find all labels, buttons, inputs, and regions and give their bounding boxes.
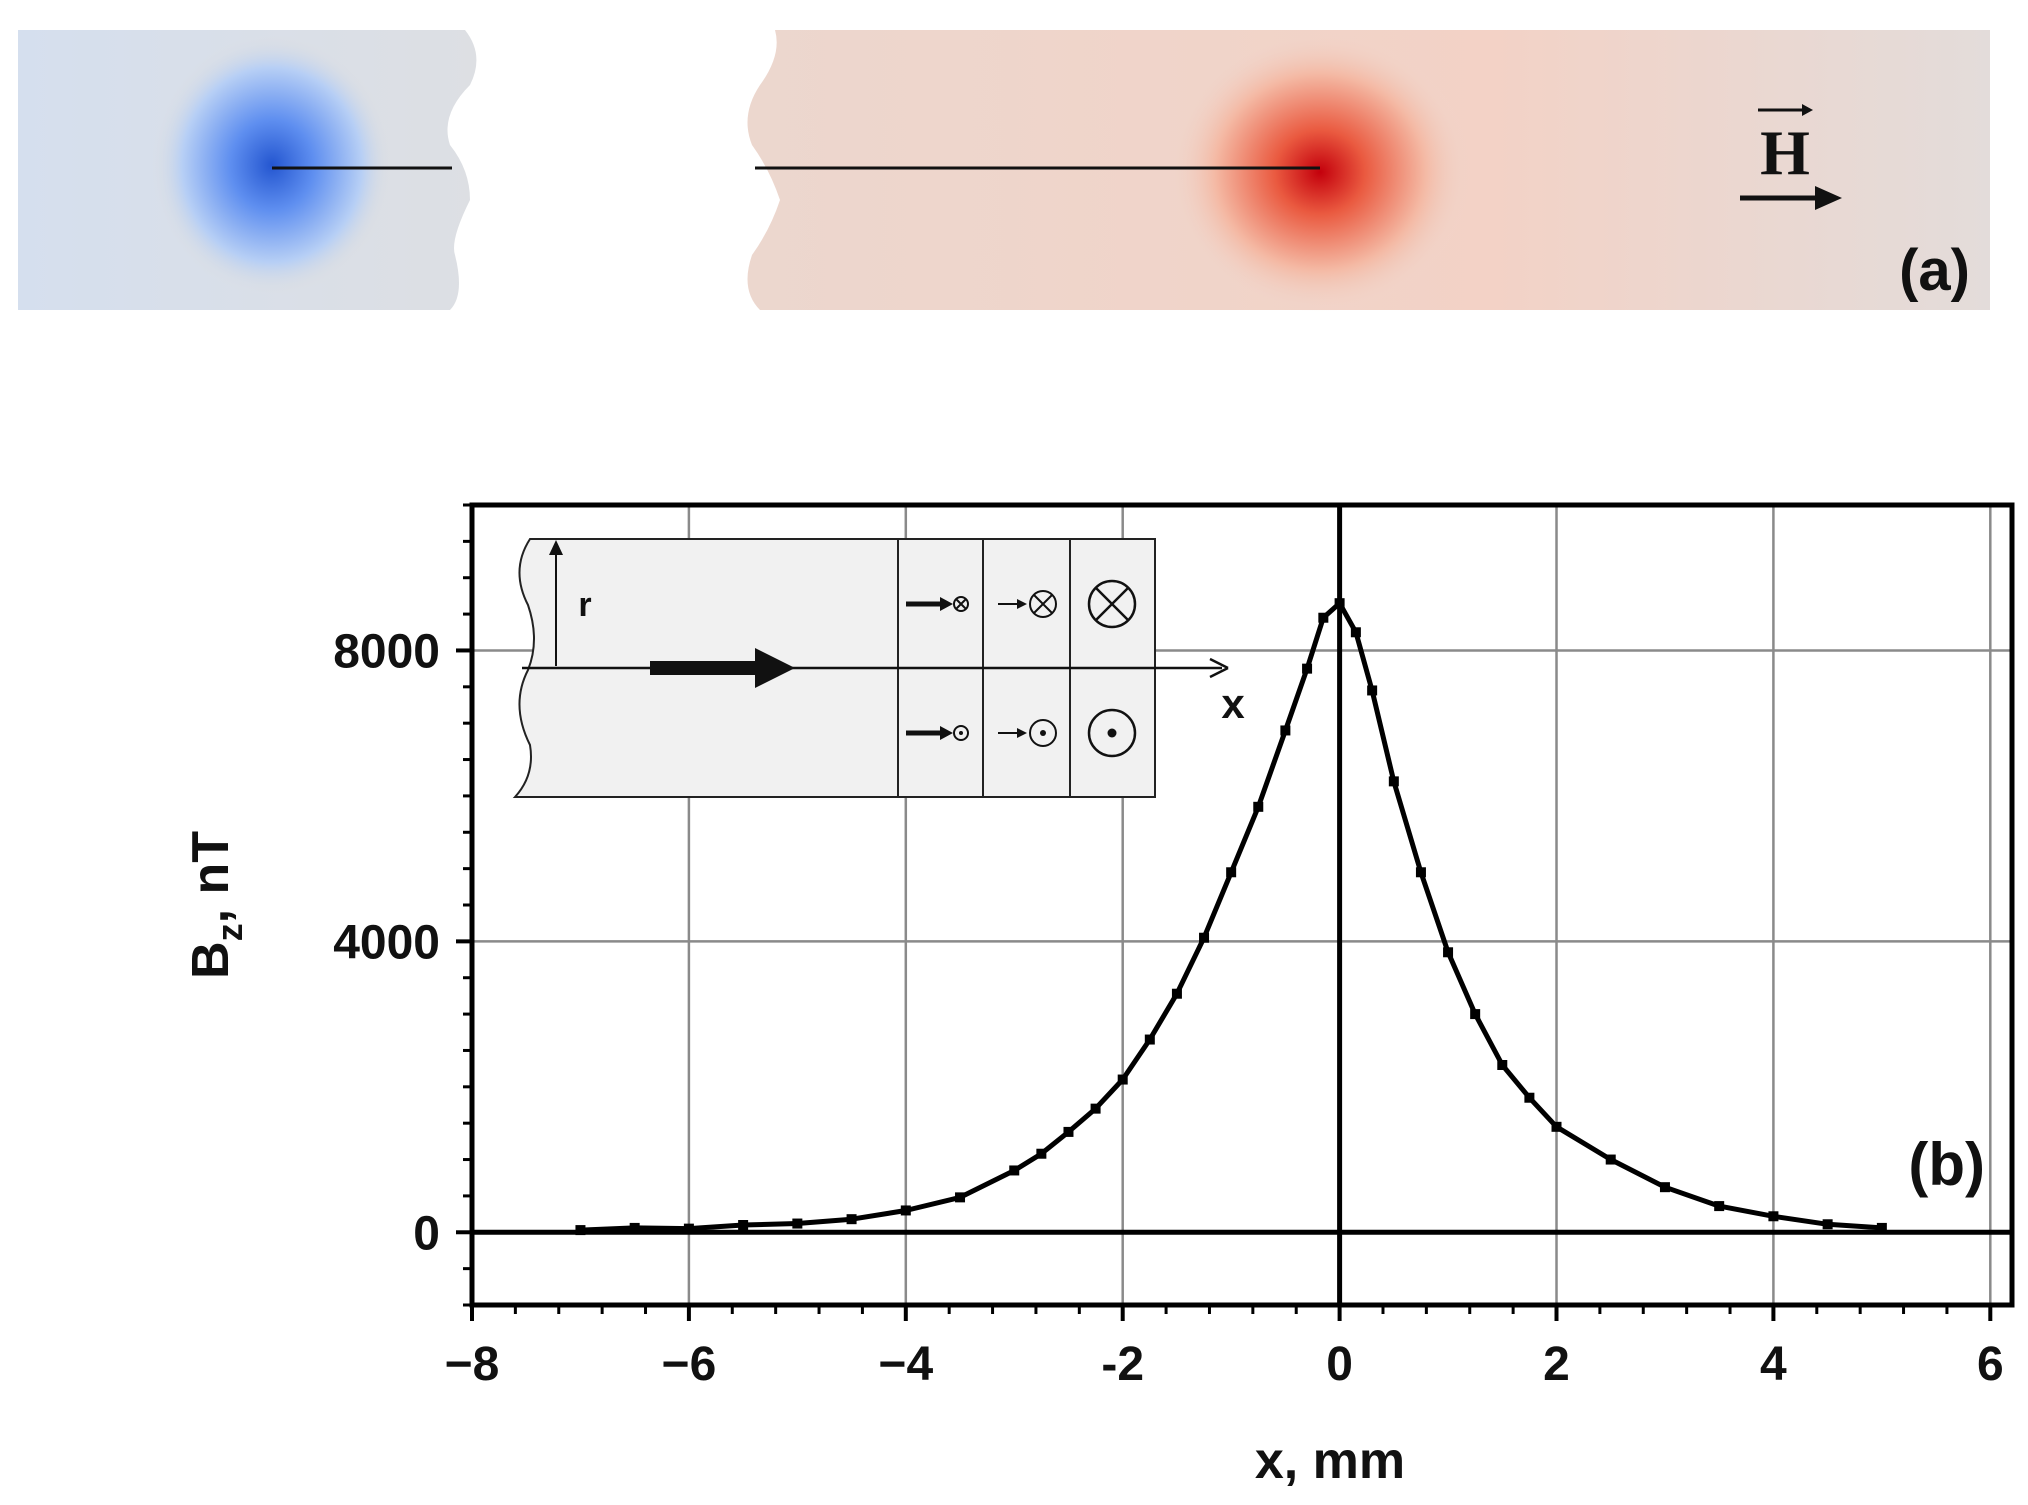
data-point — [1367, 685, 1378, 696]
data-point — [792, 1218, 803, 1229]
data-point — [575, 1225, 586, 1236]
panel-a-label: (a) — [1899, 238, 1970, 303]
data-point — [1350, 627, 1361, 638]
data-point — [1334, 598, 1345, 609]
data-point — [1822, 1219, 1833, 1230]
data-point — [1497, 1060, 1508, 1070]
data-point — [1302, 663, 1313, 674]
data-point — [1714, 1201, 1725, 1212]
data-point — [1036, 1148, 1047, 1159]
data-point — [1117, 1074, 1128, 1085]
data-point — [955, 1192, 966, 1203]
zero-lines — [472, 505, 2012, 1305]
data-series — [575, 598, 1887, 1236]
data-point — [1659, 1182, 1670, 1193]
data-point — [1063, 1126, 1074, 1137]
x-tick-label: 4 — [1760, 1338, 1787, 1391]
data-point — [1524, 1092, 1535, 1103]
data-point — [738, 1220, 749, 1230]
inset-diagram: x r — [512, 538, 1245, 798]
x-tick-label: −8 — [445, 1338, 500, 1391]
data-point — [1199, 932, 1210, 943]
data-point — [1443, 947, 1454, 958]
axes: −8 −6 −4 -2 0 2 4 6 0 4000 8000 — [333, 503, 2004, 1391]
current-arrow-icon — [650, 648, 795, 688]
field-h-overarrow-head — [1802, 104, 1813, 116]
field-into-page-icons — [906, 579, 1137, 629]
panel-b-label: (b) — [1908, 1131, 1985, 1198]
data-point — [1876, 1222, 1887, 1233]
y-tick-label: 8000 — [333, 625, 440, 678]
field-h-label: H — [1760, 117, 1810, 188]
x-tick-label: 0 — [1326, 1338, 1353, 1391]
data-point — [1280, 725, 1291, 736]
field-out-of-page-icons — [906, 708, 1137, 758]
data-point — [1318, 612, 1329, 623]
magnetic-spot-negative — [152, 35, 392, 295]
panel-a: H (a) — [18, 30, 1990, 312]
x-tick-label: −6 — [662, 1338, 717, 1391]
x-tick-label: −4 — [878, 1338, 933, 1391]
data-point — [1253, 801, 1264, 812]
x-axis-label: x, mm — [1255, 1432, 1405, 1490]
x-tick-label: 2 — [1543, 1338, 1570, 1391]
data-point — [1551, 1121, 1562, 1132]
data-point — [1226, 867, 1237, 878]
data-point — [846, 1214, 857, 1225]
y-tick-label: 4000 — [333, 916, 440, 969]
data-point — [1768, 1211, 1779, 1222]
field-direction-arrow — [1740, 186, 1842, 210]
data-point — [900, 1205, 911, 1216]
data-point — [1144, 1034, 1155, 1045]
data-point — [1171, 988, 1182, 999]
data-point — [1415, 867, 1426, 878]
magnetic-spot-positive — [1170, 32, 1470, 312]
x-tick-label: -2 — [1101, 1338, 1144, 1391]
data-point — [683, 1223, 694, 1234]
data-point — [1470, 1009, 1481, 1020]
data-point — [629, 1222, 640, 1233]
inset-r-label: r — [578, 586, 591, 624]
inset-x-label: x — [1221, 680, 1245, 727]
y-axis-label: Bz, nT — [182, 831, 250, 979]
panel-b: x r — [182, 502, 2015, 1490]
y-tick-label: 0 — [413, 1207, 440, 1260]
data-point — [1009, 1165, 1020, 1176]
data-point — [1388, 776, 1399, 787]
x-tick-label: 6 — [1977, 1338, 2004, 1391]
data-point — [1605, 1154, 1616, 1165]
data-point — [1090, 1103, 1101, 1114]
